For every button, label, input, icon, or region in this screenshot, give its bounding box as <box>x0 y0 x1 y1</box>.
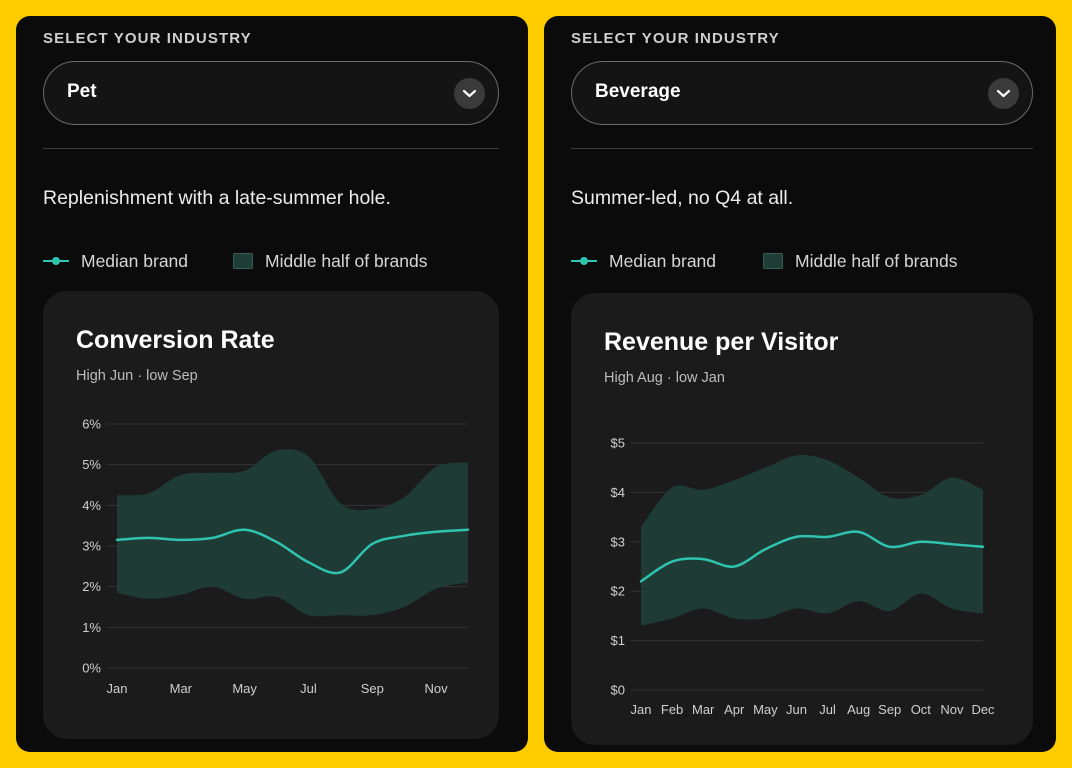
legend-band-label: Middle half of brands <box>795 251 958 271</box>
chart-title: Conversion Rate <box>76 326 275 354</box>
y-tick-label: 1% <box>82 620 101 635</box>
industry-dropdown-value: Pet <box>67 81 97 102</box>
industry-panel-left: SELECT YOUR INDUSTRY Pet Replenishment w… <box>16 16 528 752</box>
legend-median-label: Median brand <box>609 251 717 271</box>
x-tick-label: Nov <box>940 702 964 717</box>
band-swatch-icon <box>763 253 783 269</box>
y-tick-label: 5% <box>82 457 101 472</box>
x-tick-label: Mar <box>170 681 193 696</box>
x-tick-label: Mar <box>692 702 715 717</box>
x-tick-label: Jan <box>107 681 128 696</box>
revenue-per-visitor-chart: $0 $1 $2 $3 $4 $5 Jan Feb Mar Apr May Jun Jul Aug Sep O… <box>611 436 996 718</box>
chevron-down-icon[interactable] <box>988 78 1019 109</box>
industry-panel-right: SELECT YOUR INDUSTRY Beverage Summer-led… <box>544 16 1056 752</box>
middle-half-band <box>117 448 468 617</box>
y-tick-label: $4 <box>611 485 625 500</box>
x-tick-label: Sep <box>361 681 384 696</box>
median-line <box>639 530 985 583</box>
x-tick-label: Jul <box>300 681 317 696</box>
median-line-swatch-icon <box>571 257 597 265</box>
x-tick-label: Sep <box>878 702 901 717</box>
x-tick-label: Dec <box>971 702 995 717</box>
y-tick-label: 2% <box>82 579 101 594</box>
x-tick-label: Feb <box>661 702 683 717</box>
median-line-swatch-icon <box>43 257 69 265</box>
x-tick-label: Nov <box>425 681 449 696</box>
x-tick-label: Jun <box>786 702 807 717</box>
select-industry-label: SELECT YOUR INDUSTRY <box>571 30 780 47</box>
y-tick-label: 6% <box>82 417 101 432</box>
band-swatch-icon <box>233 253 253 269</box>
x-tick-label: Jul <box>819 702 836 717</box>
chart-title: Revenue per Visitor <box>604 328 839 356</box>
legend-median-label: Median brand <box>81 251 189 271</box>
y-tick-label: $1 <box>611 633 625 648</box>
industry-dropdown-value: Beverage <box>595 81 681 102</box>
y-tick-label: 4% <box>82 498 101 513</box>
y-tick-label: $5 <box>611 436 625 451</box>
industry-dropdown[interactable]: Beverage <box>571 61 1033 125</box>
x-tick-label: May <box>232 681 257 696</box>
chart-subtitle: High Jun · low Sep <box>76 368 198 384</box>
chart-subtitle: High Aug · low Jan <box>604 370 725 386</box>
middle-half-band <box>641 455 983 626</box>
x-tick-label: Aug <box>847 702 870 717</box>
median-line <box>115 528 470 575</box>
x-tick-label: Oct <box>911 702 932 717</box>
x-tick-label: Apr <box>724 702 745 717</box>
conversion-rate-chart: 0% 1% 2% 3% 4% 5% 6% Jan Mar May Jul Sep Nov <box>82 417 470 696</box>
divider <box>571 148 1033 149</box>
industry-dropdown[interactable]: Pet <box>43 61 499 125</box>
chevron-down-icon[interactable] <box>454 78 485 109</box>
chart-card: Conversion Rate High Jun · low Sep 0% 1% 2… <box>43 291 499 739</box>
y-tick-label: $0 <box>611 683 625 698</box>
industry-tagline: Replenishment with a late-summer hole. <box>43 187 391 209</box>
x-tick-label: Jan <box>631 702 652 717</box>
y-tick-label: $3 <box>611 534 625 549</box>
legend-band-label: Middle half of brands <box>265 251 428 271</box>
y-tick-label: 0% <box>82 661 101 676</box>
select-industry-label: SELECT YOUR INDUSTRY <box>43 30 252 47</box>
chart-card: Revenue per Visitor High Aug · low Jan $… <box>571 293 1033 745</box>
divider <box>43 148 499 149</box>
industry-tagline: Summer-led, no Q4 at all. <box>571 187 794 209</box>
y-tick-label: $2 <box>611 584 625 599</box>
x-tick-label: May <box>753 702 778 717</box>
y-tick-label: 3% <box>82 539 101 554</box>
